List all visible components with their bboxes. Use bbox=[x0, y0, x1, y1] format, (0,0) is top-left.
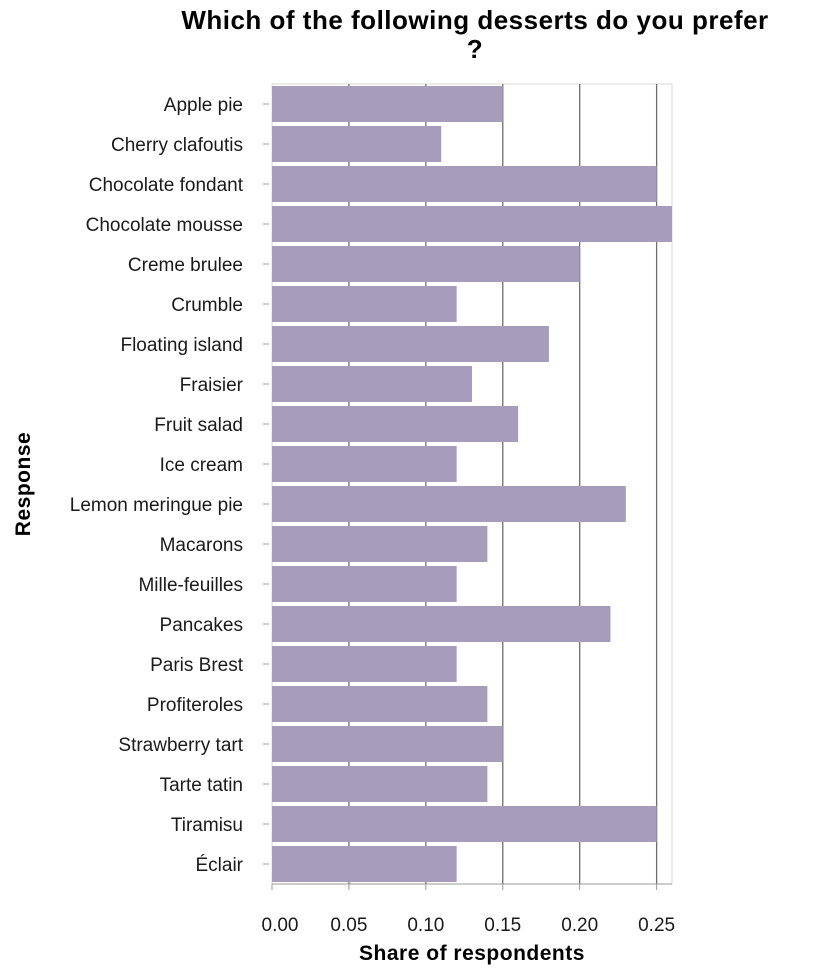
y-axis-ticks: Apple pie Cherry clafoutis Chocolate fonda… bbox=[70, 95, 269, 876]
bar bbox=[272, 126, 442, 162]
y-tick-label: Profiteroles bbox=[147, 695, 243, 716]
y-tick-label: Floating island bbox=[120, 335, 243, 356]
bar bbox=[272, 286, 457, 322]
y-tick-label: Mille-feuilles bbox=[138, 575, 243, 596]
y-tick-label: Éclair bbox=[195, 855, 243, 876]
bar bbox=[272, 526, 488, 562]
bar bbox=[272, 686, 488, 722]
chart-title-line-2: ? bbox=[466, 34, 484, 64]
plot-frame bbox=[271, 83, 673, 885]
x-tick-label: 0.25 bbox=[638, 915, 675, 936]
gridlines bbox=[271, 83, 673, 885]
bar bbox=[272, 846, 457, 882]
x-tick-label: 0.00 bbox=[262, 915, 299, 936]
y-tick-label: Paris Brest bbox=[150, 655, 244, 676]
bar bbox=[272, 806, 657, 842]
y-tick-label: Fruit salad bbox=[154, 415, 243, 436]
x-tick-label: 0.20 bbox=[561, 915, 598, 936]
bar bbox=[272, 566, 457, 602]
bar bbox=[272, 366, 472, 402]
bar bbox=[272, 446, 457, 482]
x-axis-ticks: 0.00 0.05 0.10 0.15 0.20 0.25 bbox=[262, 883, 675, 936]
x-tick-label: 0.15 bbox=[484, 915, 521, 936]
y-tick-label: Lemon meringue pie bbox=[70, 495, 243, 516]
y-tick-label: Fraisier bbox=[180, 375, 244, 396]
x-axis-label: Share of respondents bbox=[359, 942, 585, 965]
chart-title: Which of the following desserts do you p… bbox=[130, 6, 818, 64]
y-tick-label: Crumble bbox=[171, 295, 243, 316]
y-tick-label: Strawberry tart bbox=[118, 735, 243, 756]
bar bbox=[272, 646, 457, 682]
y-tick-label: Creme brulee bbox=[128, 255, 243, 276]
y-tick-label: Chocolate fondant bbox=[89, 175, 244, 196]
y-tick-label: Ice cream bbox=[160, 455, 243, 476]
y-tick-label: Pancakes bbox=[160, 615, 243, 636]
chart-title-line-1: Which of the following desserts do you p… bbox=[181, 5, 769, 35]
y-tick-label: Apple pie bbox=[164, 95, 243, 116]
y-axis-label: Response bbox=[12, 432, 35, 536]
bar bbox=[272, 726, 503, 762]
bars bbox=[272, 86, 672, 882]
bar bbox=[272, 86, 503, 122]
bar bbox=[272, 606, 611, 642]
bar bbox=[272, 206, 672, 242]
y-tick-label: Macarons bbox=[160, 535, 243, 556]
bar bbox=[272, 166, 657, 202]
bar bbox=[272, 486, 626, 522]
bar bbox=[272, 766, 488, 802]
y-tick-label: Chocolate mousse bbox=[86, 215, 243, 236]
x-tick-label: 0.10 bbox=[407, 915, 444, 936]
y-tick-label: Tarte tatin bbox=[160, 775, 243, 796]
bar bbox=[272, 326, 549, 362]
bar bbox=[272, 246, 580, 282]
y-tick-label: Tiramisu bbox=[171, 815, 243, 836]
x-tick-label: 0.05 bbox=[330, 915, 367, 936]
bar bbox=[272, 406, 519, 442]
y-tick-label: Cherry clafoutis bbox=[111, 135, 243, 156]
